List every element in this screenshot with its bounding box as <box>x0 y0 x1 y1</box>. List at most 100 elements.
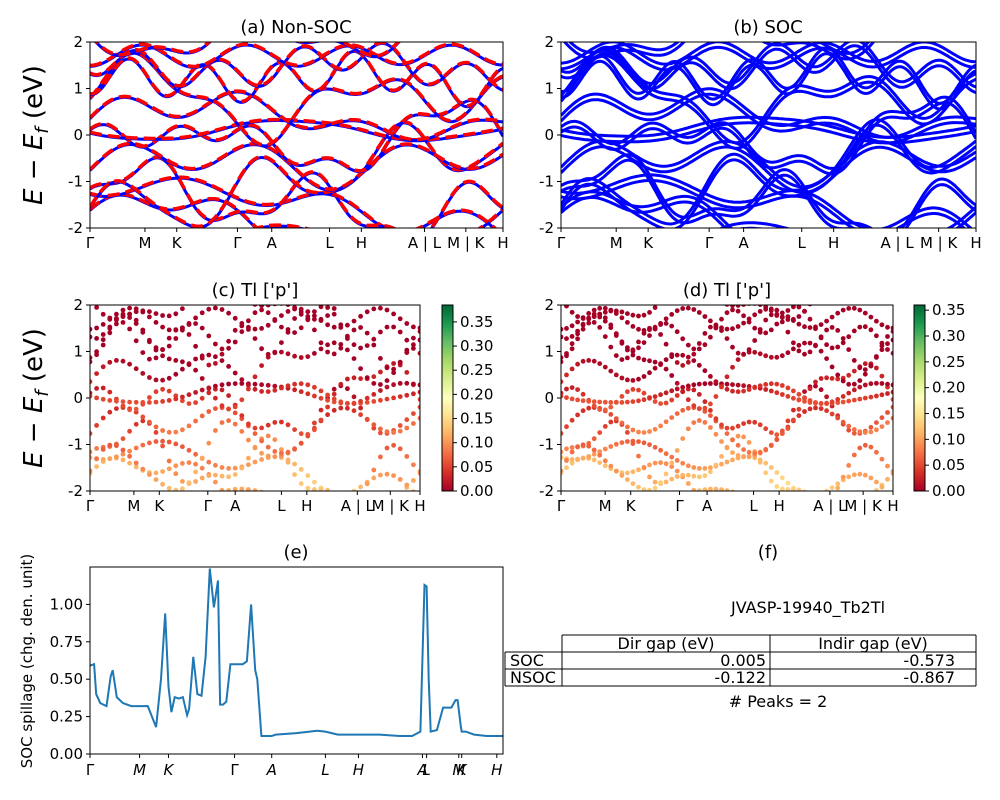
y-tick-label: 2 <box>73 33 83 51</box>
projection-dot <box>417 350 420 356</box>
projection-dot <box>107 456 113 462</box>
projection-dot <box>874 479 879 485</box>
projection-dot <box>757 459 763 465</box>
projection-dot <box>180 461 185 466</box>
projection-dot <box>785 487 791 491</box>
projection-dot <box>691 351 697 357</box>
x-tick-label: M | K <box>372 497 411 515</box>
projection-dot <box>724 310 730 316</box>
projection-dot <box>358 345 363 351</box>
projection-dot <box>818 406 824 411</box>
table-header-dir: Dir gap (eV) <box>618 634 715 653</box>
projection-dot <box>763 305 769 310</box>
projection-dot <box>107 409 113 415</box>
projection-dot <box>763 470 769 476</box>
projection-dot <box>608 444 614 449</box>
panel-b-axes: -2 -1 0 1 2 Γ M K Γ A L H A | L M | K H <box>539 33 982 252</box>
projection-dot <box>94 371 99 376</box>
projection-dot <box>411 346 416 351</box>
projection-dot <box>669 373 675 378</box>
projection-dot <box>272 449 278 454</box>
projection-dot <box>213 341 218 347</box>
projection-dot <box>824 375 829 381</box>
projection-dot <box>397 423 403 428</box>
projection-dot <box>575 387 580 392</box>
projection-dot <box>338 342 344 347</box>
projection-dot <box>173 396 179 402</box>
projection-dot <box>153 424 159 430</box>
projection-dot <box>265 444 271 450</box>
projection-dot <box>885 410 890 415</box>
projection-dot <box>153 430 159 435</box>
projection-dot <box>802 492 807 497</box>
projection-dot <box>397 428 403 434</box>
projection-dot <box>226 466 232 471</box>
projection-dot <box>417 337 420 343</box>
x-tick-label: L <box>422 761 430 779</box>
band-line <box>561 173 973 228</box>
projection-dot <box>206 459 212 465</box>
projection-dot <box>641 440 647 446</box>
projection-dot <box>391 395 396 401</box>
projection-dot <box>265 310 271 316</box>
projection-dot <box>153 477 159 482</box>
band-line <box>561 145 976 194</box>
projection-dot <box>702 466 708 471</box>
projection-dot <box>364 330 370 336</box>
projection-dot <box>802 395 807 400</box>
projection-dot <box>239 329 245 335</box>
projection-dot <box>680 306 686 311</box>
projection-dot <box>153 389 159 395</box>
projection-dot <box>140 327 146 333</box>
projection-dot <box>232 315 238 321</box>
colorbar-tick-label: 0.30 <box>932 327 965 345</box>
x-tick-label: H <box>887 497 898 515</box>
projection-dot <box>663 341 669 347</box>
projection-dot <box>561 393 564 399</box>
panel-a-bands <box>90 42 503 228</box>
projection-dot <box>140 400 146 405</box>
projection-dot <box>140 371 146 376</box>
projection-dot <box>166 388 172 394</box>
projection-dot <box>713 486 719 491</box>
projection-dot <box>641 397 647 403</box>
projection-dot <box>636 339 641 345</box>
projection-dot <box>713 462 719 468</box>
projection-dot <box>586 316 592 321</box>
projection-dot <box>199 395 205 401</box>
projection-dot <box>199 413 205 419</box>
projection-dot <box>120 358 126 364</box>
x-tick-label: H <box>491 761 502 779</box>
projection-dot <box>602 318 608 324</box>
projection-dot <box>735 423 741 429</box>
projection-dot <box>774 432 780 438</box>
projection-dot <box>391 361 396 366</box>
projection-dot <box>265 422 271 428</box>
projection-dot <box>840 336 846 341</box>
projection-dot <box>619 315 625 321</box>
projection-dot <box>364 309 370 315</box>
projection-dot <box>285 351 291 357</box>
projection-dot <box>741 434 746 440</box>
projection-dot <box>384 384 390 390</box>
projection-dot <box>708 318 713 324</box>
projection-dot <box>331 306 337 311</box>
projection-dot <box>345 347 350 353</box>
projection-dot <box>100 396 106 402</box>
projection-dot <box>133 309 139 315</box>
projection-dot <box>371 399 377 404</box>
projection-dot <box>713 394 719 399</box>
projection-dot <box>292 446 297 452</box>
projection-dot <box>206 386 212 391</box>
projection-dot <box>404 454 410 459</box>
projection-dot <box>351 327 357 333</box>
projection-dot <box>636 453 641 459</box>
projection-dot <box>862 361 868 367</box>
projection-dot <box>613 441 619 447</box>
projection-dot <box>813 379 818 385</box>
projection-dot <box>259 450 264 456</box>
y-tick-label: 0 <box>544 389 554 407</box>
projection-dot <box>180 398 185 404</box>
projection-dot <box>140 308 146 314</box>
